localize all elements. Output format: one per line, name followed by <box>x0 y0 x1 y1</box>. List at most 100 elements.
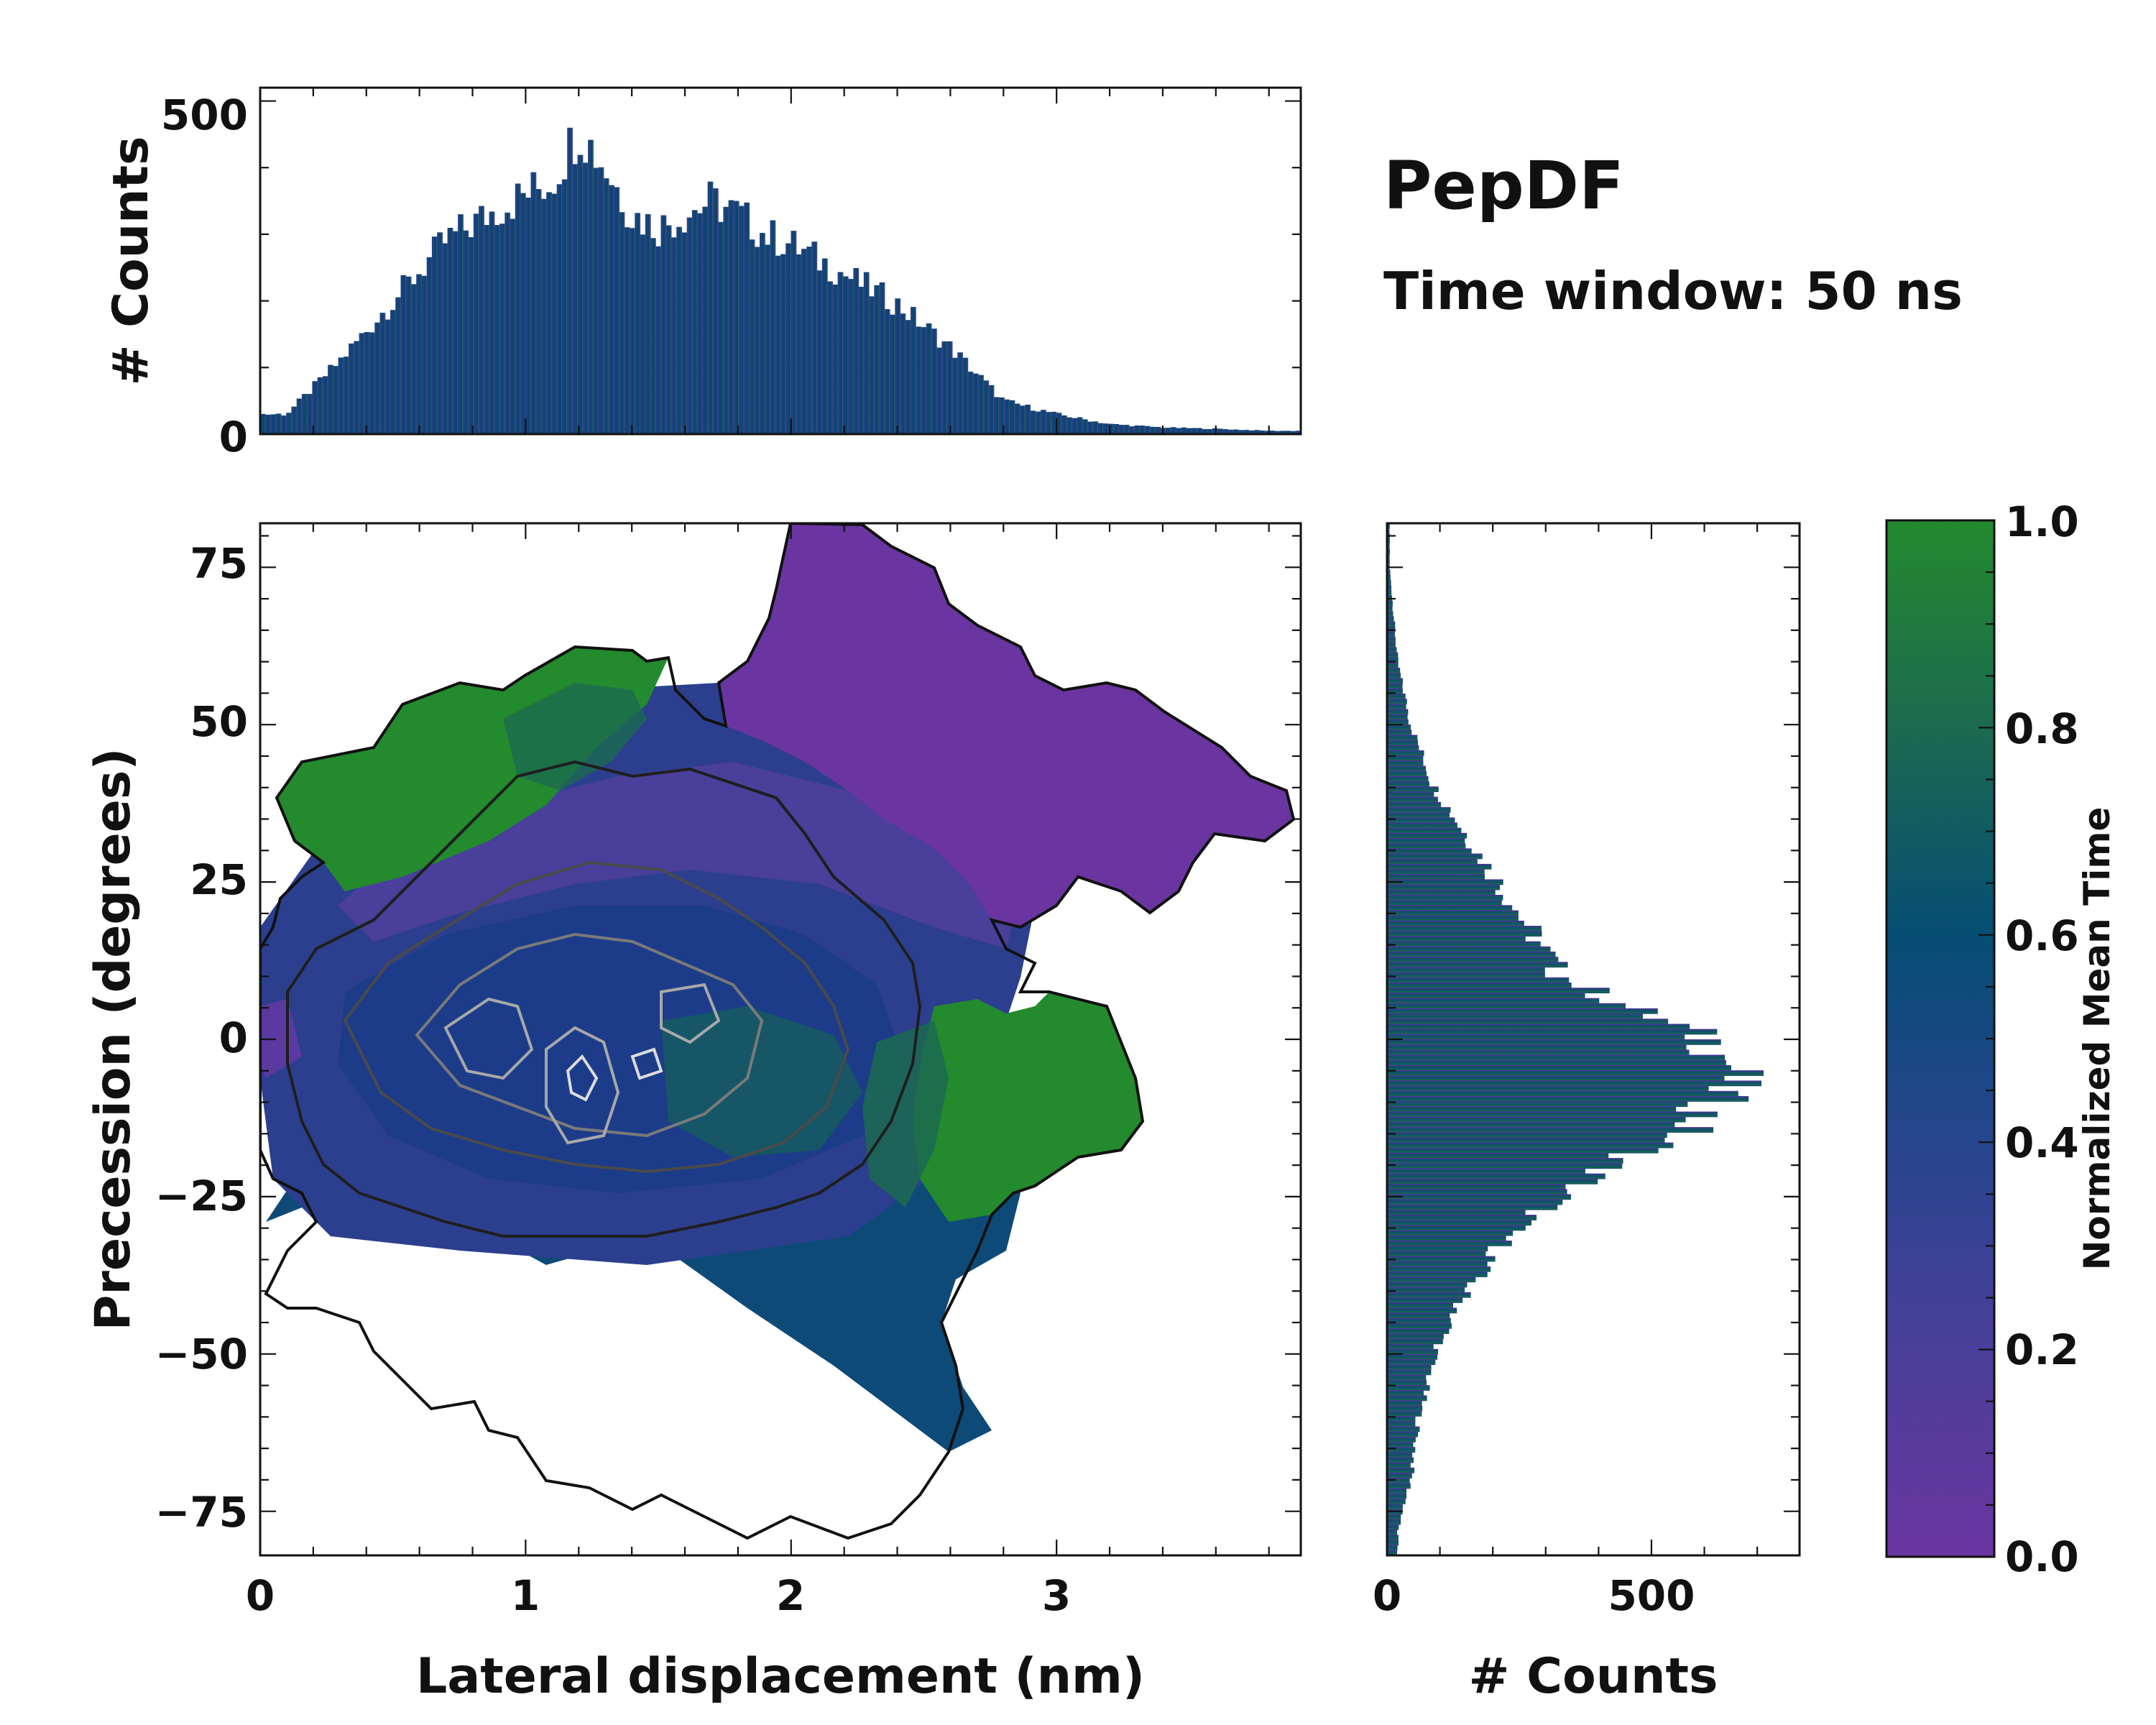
right-histogram-bar <box>1387 1271 1488 1277</box>
top-histogram-bar <box>588 139 594 434</box>
right-histogram-bar <box>1387 523 1390 529</box>
top-histogram-bar <box>848 279 854 434</box>
top-histogram-bar <box>665 225 672 434</box>
top-histogram-bar <box>780 254 786 434</box>
right-histogram-bar <box>1387 1400 1422 1407</box>
top-histogram-bar <box>312 381 318 434</box>
top-histogram-bar <box>1243 430 1250 434</box>
top-histogram-bar <box>614 187 620 434</box>
top-histogram-bar <box>447 228 453 434</box>
right-histogram-bar <box>1387 642 1396 648</box>
right-histogram-bar <box>1387 1369 1432 1376</box>
right-histogram-bar <box>1387 1426 1420 1432</box>
main-xtick-label-0: 0 <box>246 1571 275 1620</box>
main-ytick-label-0: 0 <box>219 1013 248 1062</box>
right-histogram-bar <box>1387 569 1391 576</box>
top-histogram-bar <box>582 162 589 434</box>
top-histogram-bar <box>1144 426 1151 434</box>
contour-level-1 <box>286 760 922 1238</box>
top-histogram-bar <box>561 179 568 434</box>
right-histogram-bar <box>1387 1488 1407 1494</box>
top-histogram-bar <box>405 276 412 434</box>
right-histogram-bar <box>1387 786 1439 792</box>
top-histogram-bar <box>760 233 765 434</box>
right-histogram-bar <box>1387 1075 1725 1082</box>
right-histogram-bar <box>1387 528 1390 534</box>
right-histogram-bar <box>1387 1178 1598 1184</box>
top-histogram-bar <box>479 206 484 434</box>
right-histogram-bar <box>1387 1385 1430 1391</box>
top-histogram-bar <box>525 198 531 434</box>
top-histogram-bar <box>1004 399 1010 434</box>
right-histogram-bar <box>1387 1348 1438 1355</box>
right-histogram-bar <box>1387 1411 1422 1417</box>
colorbar-tick-label-3: 0.6 <box>2005 911 2079 960</box>
top-histogram-bar <box>473 213 479 434</box>
right-histogram-bar <box>1387 1111 1718 1118</box>
top-histogram-bar <box>1061 415 1067 434</box>
top-histogram-bar <box>1087 421 1093 434</box>
right-histogram: 0 500 # Counts <box>1373 522 1801 1705</box>
right-histogram-bar <box>1387 616 1394 622</box>
right-histogram-bar <box>1387 791 1434 798</box>
top-histogram-bar <box>1041 410 1046 434</box>
right-histogram-bar <box>1387 554 1390 560</box>
right-histogram-bar <box>1387 1085 1709 1092</box>
top-histogram-bar <box>572 164 579 435</box>
top-histogram-bar <box>718 221 724 434</box>
main-xtick-label-1: 1 <box>511 1571 540 1620</box>
top-histogram-bar <box>1248 430 1255 434</box>
main-ylabel: Precession (degrees) <box>85 748 142 1331</box>
right-histogram-bar <box>1387 548 1390 555</box>
main-plot-ticks <box>259 523 1301 1555</box>
region-upper-left-teal <box>503 683 647 791</box>
right-histogram-bar <box>1387 1230 1514 1236</box>
right-histogram-bar <box>1387 822 1457 829</box>
right-histogram-bar <box>1387 1524 1399 1530</box>
colorbar-label: Normalized Mean Time <box>2076 807 2118 1271</box>
top-histogram-bar <box>1207 429 1213 434</box>
region-right-green <box>913 992 1143 1222</box>
top-histogram-bar <box>1072 418 1078 434</box>
right-histogram-bar <box>1387 920 1524 926</box>
right-histogram-bar <box>1387 988 1610 993</box>
right-histogram-bar <box>1387 1282 1468 1288</box>
right-histogram-bar <box>1387 673 1401 678</box>
right-histogram-bar <box>1387 936 1526 942</box>
right-histogram-bar <box>1387 801 1442 808</box>
right-histogram-bar <box>1387 900 1502 906</box>
top-histogram-bar <box>686 217 693 434</box>
right-histogram-bar <box>1387 1024 1690 1030</box>
top-histogram-bar <box>941 341 948 434</box>
colorbar-tick-label-4: 0.8 <box>2005 704 2079 753</box>
top-histogram-bar <box>791 231 797 434</box>
right-histogram-bar <box>1387 1390 1424 1396</box>
top-histogram-bar <box>811 242 818 434</box>
top-histogram-bar <box>577 155 584 434</box>
top-histogram-bar <box>972 373 979 434</box>
top-histogram-bar <box>379 313 386 434</box>
top-histogram-bar <box>598 167 604 434</box>
right-histogram-bar <box>1387 580 1391 586</box>
right-histogram-bar <box>1387 1101 1688 1107</box>
right-histogram-bar <box>1387 1116 1686 1123</box>
right-histogram-bar <box>1387 1029 1718 1035</box>
right-histogram-bar <box>1387 1209 1526 1215</box>
right-histogram-bar <box>1387 895 1503 901</box>
top-histogram-bar <box>499 224 505 434</box>
top-histogram-bar <box>1118 425 1125 434</box>
top-histogram-bar <box>535 189 542 434</box>
top-histogram-bar <box>1238 430 1244 434</box>
right-histogram-ticks <box>1386 523 1800 1555</box>
top-histogram-bar <box>458 214 464 434</box>
top-histogram-bar <box>546 192 552 434</box>
top-histogram-bar <box>411 284 417 434</box>
top-histogram-bar <box>635 213 641 434</box>
top-histogram-bar <box>1123 425 1130 434</box>
top-histogram-bar <box>655 246 661 434</box>
right-histogram-bar <box>1387 931 1542 937</box>
right-histogram-bar <box>1387 812 1450 818</box>
top-histogram-bar <box>624 227 630 434</box>
top-histogram-bar <box>338 357 344 434</box>
top-histogram-bar <box>510 218 516 434</box>
